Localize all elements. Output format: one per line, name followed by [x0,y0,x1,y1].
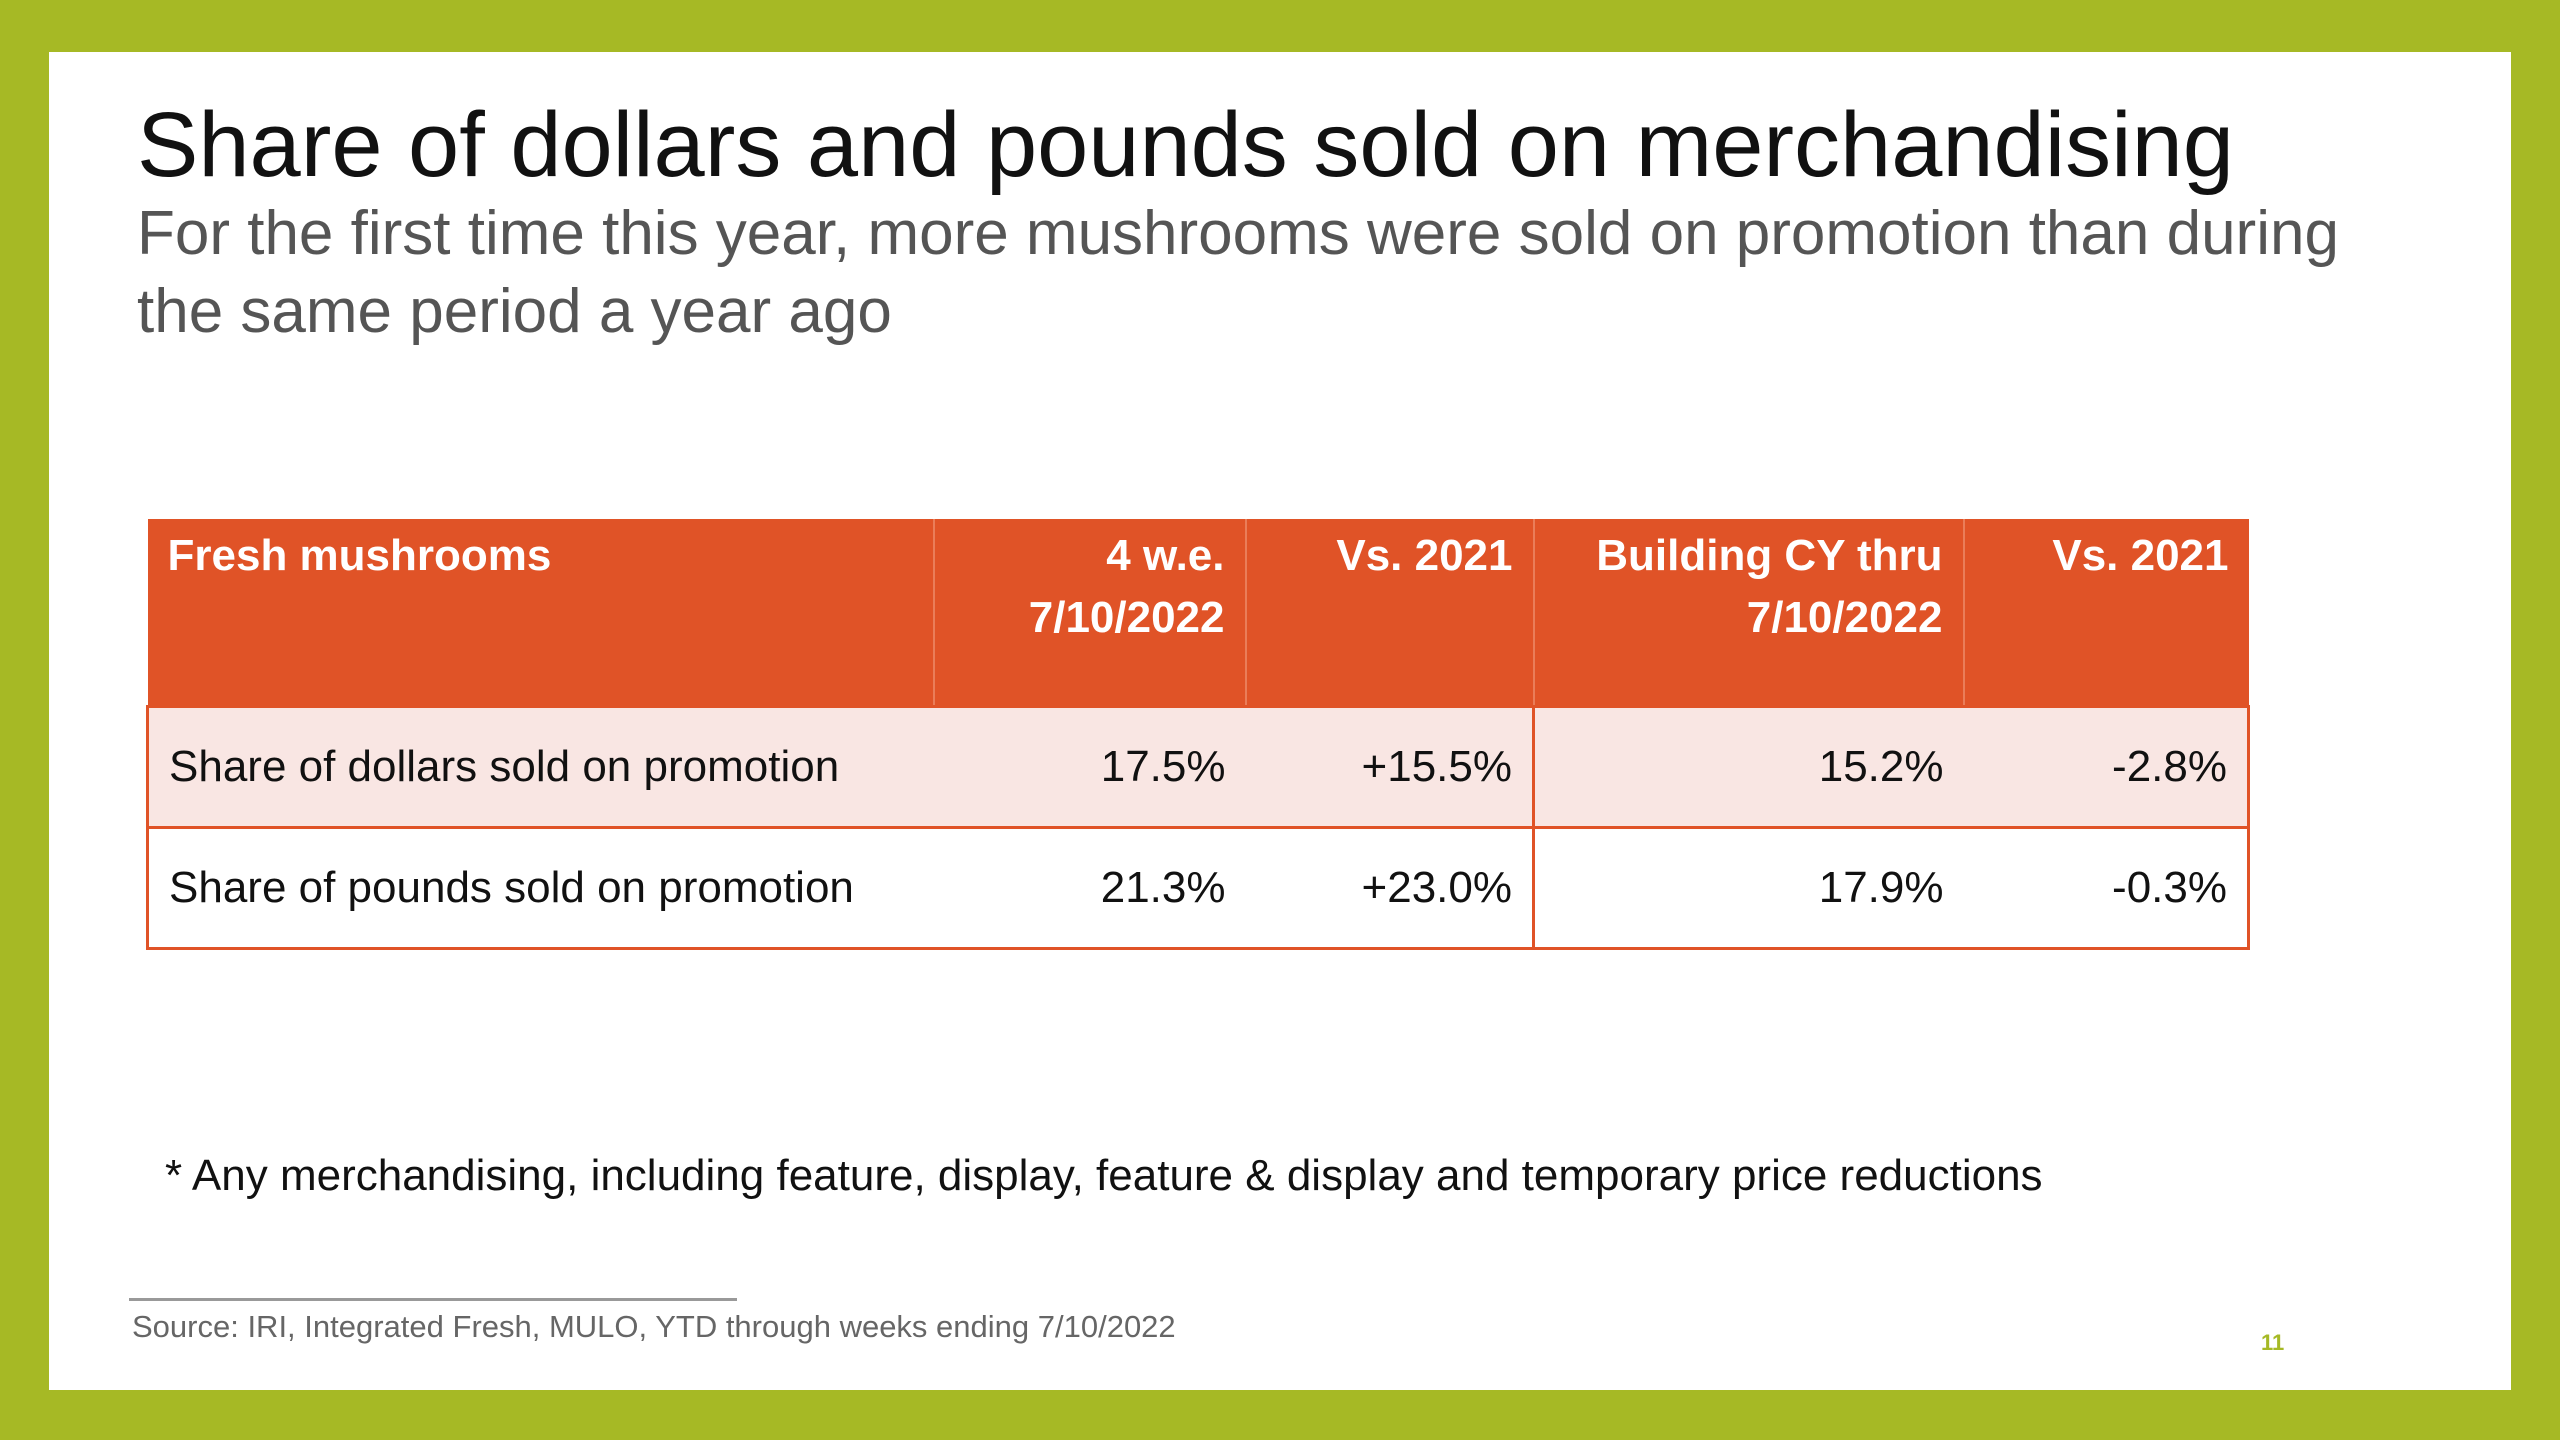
header-4-week-ending: 4 w.e. 7/10/2022 [933,519,1247,707]
cell-vs-2021-ytd: -2.8% [1963,705,2250,829]
header-label: Fresh mushrooms [167,531,552,580]
header-vs-2021-ytd: Vs. 2021 [1963,519,2249,707]
table-row: Share of dollars sold on promotion 17.5%… [146,705,2250,829]
cell-vs-2021-ytd: -0.3% [1963,826,2250,950]
cell-4we: 17.5% [933,705,1246,829]
source-text: Source: IRI, Integrated Fresh, MULO, YTD… [132,1309,1176,1344]
row-label: Share of pounds sold on promotion [146,826,934,950]
cell-vs-2021: +23.0% [1245,826,1534,950]
table-header-row: Fresh mushrooms 4 w.e. 7/10/2022 Vs. 202… [147,519,2249,707]
header-label: Vs. 2021 [1336,531,1513,580]
table-row: Share of pounds sold on promotion 21.3% … [146,826,2250,950]
source-divider [129,1298,737,1301]
slide: Share of dollars and pounds sold on merc… [49,52,2511,1390]
header-label: Vs. 2021 [2052,531,2229,580]
cell-4we: 21.3% [933,826,1246,950]
header-label: Building CY thru 7/10/2022 [1596,531,1943,642]
header-label: 4 w.e. 7/10/2022 [1028,531,1225,642]
header-building-cy: Building CY thru 7/10/2022 [1533,519,1965,707]
header-vs-2021-period: Vs. 2021 [1245,519,1535,707]
data-table: Fresh mushrooms 4 w.e. 7/10/2022 Vs. 202… [146,519,2250,950]
page-number: 11 [2261,1330,2285,1355]
header-fresh-mushrooms: Fresh mushrooms [147,519,935,707]
cell-building-cy: 17.9% [1532,826,1964,950]
cell-vs-2021: +15.5% [1245,705,1534,829]
slide-subtitle: For the first time this year, more mushr… [137,199,2339,346]
cell-building-cy: 15.2% [1532,705,1964,829]
footnote: * Any merchandising, including feature, … [165,1151,2043,1200]
row-label: Share of dollars sold on promotion [146,705,934,829]
slide-title: Share of dollars and pounds sold on merc… [137,94,2234,196]
